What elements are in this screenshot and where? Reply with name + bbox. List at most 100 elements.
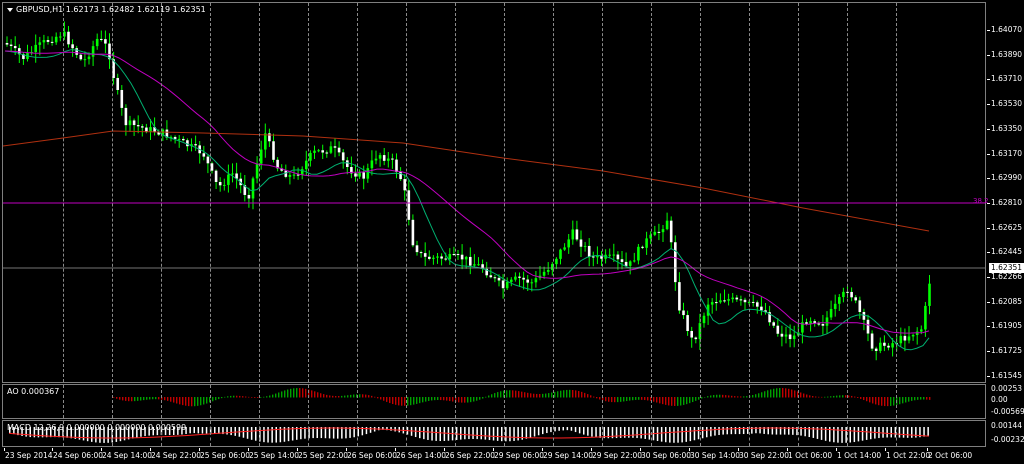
- macd-bar: [369, 427, 372, 433]
- candle-body: [407, 190, 411, 220]
- candle-body: [596, 255, 599, 258]
- candle-body: [63, 31, 66, 37]
- price-chart-pane[interactable]: GBPUSD,H1 1.62173 1.62482 1.62119 1.6235…: [2, 2, 989, 383]
- candle-body: [768, 312, 771, 323]
- macd-bar: [365, 427, 368, 435]
- price-axis-tick: [987, 178, 990, 180]
- candle-body: [296, 174, 300, 176]
- ao-bar: [116, 397, 118, 399]
- macd-bar: [410, 427, 413, 436]
- macd-bar: [775, 427, 778, 435]
- candle-body: [235, 173, 238, 179]
- ao-bar: [428, 397, 430, 401]
- ao-bar: [320, 393, 322, 398]
- macd-bar: [841, 427, 843, 443]
- candle-body: [288, 175, 292, 177]
- macd-pane[interactable]: MACD 12,26,9 0.000000 0.000000 0.000599: [2, 420, 986, 447]
- ao-bar: [299, 388, 301, 398]
- macd-bar: [595, 427, 597, 438]
- ao-bar: [134, 397, 136, 402]
- ao-bar: [332, 395, 334, 398]
- ao-bar: [278, 392, 280, 398]
- candle-body: [829, 308, 833, 318]
- ao-bar: [614, 397, 616, 403]
- fibonacci-level-label: 38.2: [973, 197, 989, 205]
- candle-body: [682, 310, 685, 316]
- candle-body: [542, 271, 546, 276]
- time-axis-label: 1 Oct 14:00: [837, 451, 882, 460]
- candle-body: [112, 59, 115, 78]
- ao-bar: [482, 397, 484, 399]
- grid-line: [308, 421, 309, 446]
- macd-bar: [193, 427, 195, 434]
- candle-body: [149, 127, 152, 133]
- ao-bar: [164, 397, 166, 401]
- macd-bar: [181, 427, 183, 435]
- ao-bar: [713, 395, 715, 398]
- macd-bar: [357, 427, 359, 437]
- candle-body: [214, 170, 218, 182]
- ao-bar: [377, 397, 379, 399]
- price-axis[interactable]: 1.64070 1.63890 1.63710 1.63530 1.63350 1.631…: [987, 2, 1024, 383]
- candle-body: [378, 155, 382, 159]
- ao-bar: [743, 396, 745, 398]
- ao-bar: [458, 397, 460, 403]
- macd-bar: [300, 427, 302, 440]
- macd-bar: [927, 427, 929, 436]
- macd-bar: [890, 427, 892, 438]
- candle-body: [444, 258, 447, 260]
- macd-bar: [792, 427, 794, 435]
- macd-bar: [419, 427, 421, 439]
- ao-bar: [203, 397, 205, 405]
- ao-bar: [509, 390, 511, 398]
- grid-line: [112, 385, 113, 418]
- ao-bar: [467, 397, 469, 403]
- macd-bar: [345, 427, 347, 439]
- ao-bar: [185, 397, 187, 406]
- dropdown-triangle-icon[interactable]: [7, 7, 13, 12]
- macd-bar: [624, 427, 626, 438]
- ao-bar: [842, 395, 844, 398]
- macd-bar: [734, 427, 737, 435]
- price-axis-tick: [987, 252, 990, 254]
- macd-bar: [287, 427, 290, 442]
- ao-bar: [353, 394, 355, 398]
- ao-bar: [710, 395, 712, 398]
- ao-bar: [269, 395, 271, 398]
- ao-bar: [449, 397, 451, 402]
- ao-axis-label: 0.00: [991, 395, 1008, 404]
- candle-body: [481, 264, 484, 269]
- ao-bar: [599, 397, 601, 400]
- grid-line: [455, 3, 456, 382]
- macd-bar: [242, 427, 245, 438]
- candlestick-chart[interactable]: [3, 3, 985, 382]
- macd-bar: [533, 427, 536, 437]
- awesome-oscillator-pane[interactable]: AO 0.000367: [2, 384, 986, 419]
- grid-line: [847, 421, 848, 446]
- candle-body: [928, 283, 931, 306]
- candle-body: [600, 255, 603, 259]
- ao-bar: [272, 394, 274, 398]
- macd-bar: [435, 427, 437, 441]
- time-axis-label: 23 Sep 2014: [5, 451, 53, 460]
- time-axis[interactable]: 23 Sep 2014 24 Sep 06:00 24 Sep 14:00 24 Se…: [2, 448, 986, 464]
- ao-bar: [410, 397, 412, 406]
- ao-bar: [140, 397, 142, 401]
- candle-body: [727, 299, 730, 301]
- candle-body: [805, 322, 808, 324]
- candle-body: [83, 59, 87, 61]
- ao-bar: [260, 397, 262, 398]
- ao-bar: [554, 391, 556, 398]
- candle-body: [382, 155, 386, 161]
- macd-bar: [312, 427, 314, 439]
- macd-bar: [316, 427, 318, 439]
- time-axis-label: 29 Sep 06:00: [494, 451, 545, 460]
- grid-line: [259, 385, 260, 418]
- candle-body: [743, 299, 747, 303]
- ao-bar: [644, 397, 646, 401]
- ao-bar: [875, 397, 877, 405]
- macd-bar: [484, 427, 487, 440]
- ao-bar: [683, 397, 685, 405]
- grid-line: [455, 421, 456, 446]
- price-axis-tick: [987, 227, 990, 229]
